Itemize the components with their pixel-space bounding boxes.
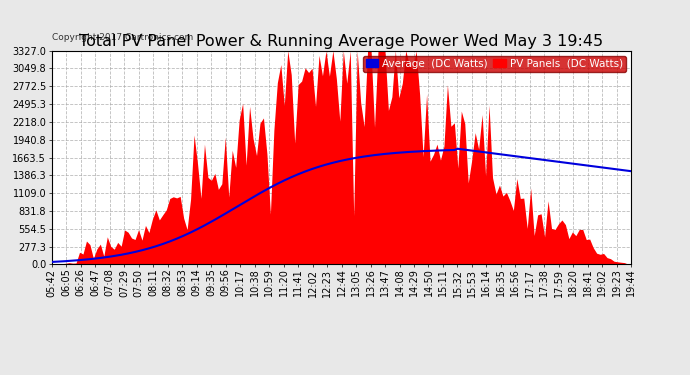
Title: Total PV Panel Power & Running Average Power Wed May 3 19:45: Total PV Panel Power & Running Average P… bbox=[79, 34, 604, 50]
Text: Copyright 2017 Cartronics.com: Copyright 2017 Cartronics.com bbox=[52, 33, 193, 42]
Legend: Average  (DC Watts), PV Panels  (DC Watts): Average (DC Watts), PV Panels (DC Watts) bbox=[363, 56, 626, 72]
